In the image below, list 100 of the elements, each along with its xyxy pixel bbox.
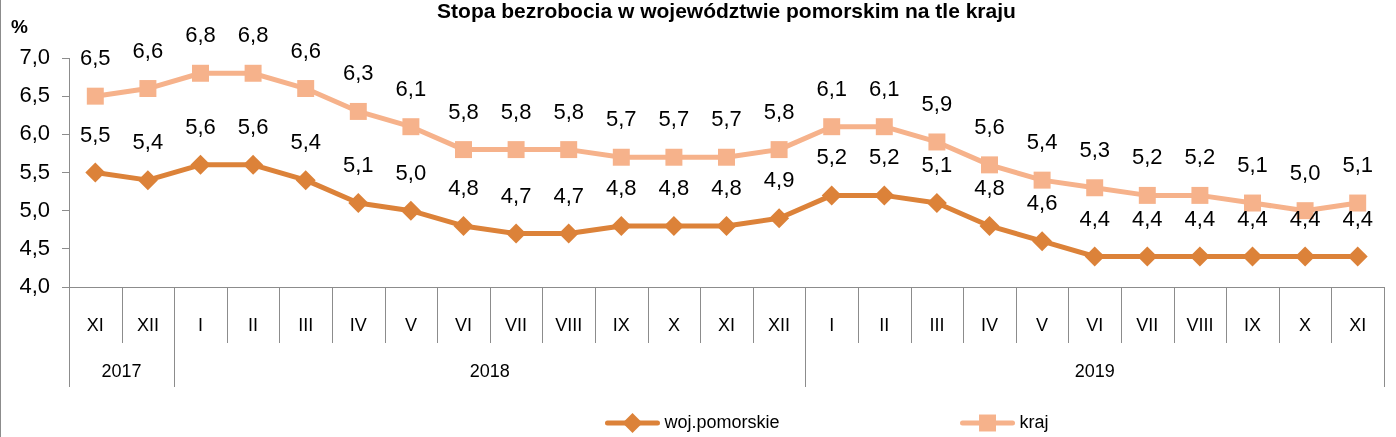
x-tick-label: III <box>929 314 945 335</box>
text: 2017 <box>101 360 142 381</box>
data-label: 5,1 <box>1237 152 1268 178</box>
x-tick-label: II <box>248 314 259 335</box>
point <box>297 80 315 98</box>
data-label: 5,0 <box>395 159 427 185</box>
data-label: 4,4 <box>1342 205 1373 231</box>
data-label: 4,7 <box>500 182 532 208</box>
point <box>400 200 421 221</box>
y-tick-label: 4,0 <box>19 273 50 299</box>
data-label: 5,3 <box>1079 136 1110 162</box>
data-label: 4,4 <box>1184 205 1216 231</box>
data-label: 4,8 <box>658 175 690 200</box>
data-label: 5,2 <box>1184 144 1216 170</box>
x-tick-label: VI <box>1086 314 1104 335</box>
data-label: 4,9 <box>763 167 795 193</box>
y-tick-label: 4,5 <box>19 234 50 260</box>
data-label: 6,6 <box>132 37 164 63</box>
point <box>770 141 788 159</box>
legend-label: woj.pomorskie <box>663 411 780 432</box>
x-tick-label: XI <box>717 314 736 335</box>
data-label: 5,5 <box>80 121 111 147</box>
point <box>981 156 998 174</box>
data-label: 5,8 <box>448 98 479 124</box>
data-label: 5,6 <box>237 113 269 139</box>
data-label: 5,7 <box>711 106 742 132</box>
data-label: 5,2 <box>1132 144 1163 170</box>
data-label: 4,7 <box>553 182 584 208</box>
data-label: 5,0 <box>1289 159 1321 185</box>
data-label: 6,1 <box>869 75 900 101</box>
point <box>1086 179 1104 197</box>
data-label: 4,4 <box>1079 205 1110 231</box>
y-tick-label: 5,0 <box>19 196 50 222</box>
point <box>244 64 262 82</box>
point <box>1295 246 1316 267</box>
point <box>874 185 895 206</box>
data-label: 4,8 <box>974 175 1005 200</box>
data-label: 4,8 <box>448 175 479 200</box>
point <box>979 215 1000 236</box>
data-label: 6,8 <box>185 22 216 48</box>
data-label: 5,9 <box>921 91 953 117</box>
x-tick-label: IV <box>980 314 999 335</box>
x-tick-label: VIII <box>555 314 583 335</box>
point <box>453 215 474 236</box>
point <box>349 102 367 120</box>
y-axis-title: % <box>11 16 28 38</box>
point <box>190 154 211 175</box>
point <box>612 148 630 166</box>
point <box>1244 194 1261 212</box>
point <box>611 215 632 236</box>
point <box>348 193 369 214</box>
point <box>85 162 106 183</box>
point <box>663 215 684 236</box>
point <box>926 193 947 214</box>
point <box>823 118 841 136</box>
data-label: 4,8 <box>711 175 742 200</box>
x-tick-label: I <box>829 314 835 335</box>
point <box>560 141 578 159</box>
data-label: 5,8 <box>553 98 584 124</box>
y-tick-label: 5,5 <box>19 158 50 184</box>
x-tick-label: II <box>879 314 890 335</box>
x-tick-label: V <box>404 314 417 335</box>
y-tick-label: 6,5 <box>19 82 50 108</box>
data-label: 4,4 <box>1237 205 1268 231</box>
data-label: 5,2 <box>869 144 900 170</box>
x-tick-label: VI <box>454 314 473 335</box>
point <box>1191 186 1209 204</box>
data-label: 5,1 <box>921 152 953 178</box>
data-label: 6,1 <box>816 75 847 101</box>
point <box>558 223 579 244</box>
point <box>506 223 527 244</box>
text: 2019 <box>1074 360 1115 381</box>
x-tick-label: IV <box>349 314 367 335</box>
data-label: 5,1 <box>1342 152 1373 178</box>
data-label: 5,6 <box>974 113 1005 139</box>
point <box>928 133 946 151</box>
text: 2018 <box>469 360 510 381</box>
x-tick-label: VII <box>505 314 528 335</box>
x-tick-label: IX <box>612 314 630 335</box>
point <box>1242 246 1263 267</box>
data-label: 6,5 <box>80 45 111 71</box>
point <box>139 80 157 98</box>
point <box>821 185 842 206</box>
x-tick-label: XI <box>1349 314 1367 335</box>
point <box>1032 231 1053 252</box>
data-label: 4,4 <box>1132 205 1163 231</box>
data-label: 4,8 <box>606 175 637 200</box>
point <box>718 148 735 166</box>
x-tick-label: VII <box>1136 314 1159 335</box>
data-label: 5,4 <box>1026 129 1058 155</box>
point <box>1084 246 1105 267</box>
point <box>295 170 316 191</box>
chart-title: Stopa bezrobocia w województwie pomorskim na tle kraju <box>437 0 1016 23</box>
data-label: 5,7 <box>606 106 637 132</box>
data-label: 6,8 <box>237 22 269 48</box>
point <box>1349 194 1367 212</box>
point <box>86 87 104 105</box>
x-tick-label: XII <box>136 314 159 335</box>
data-label: 5,4 <box>132 129 164 155</box>
point <box>192 64 209 82</box>
